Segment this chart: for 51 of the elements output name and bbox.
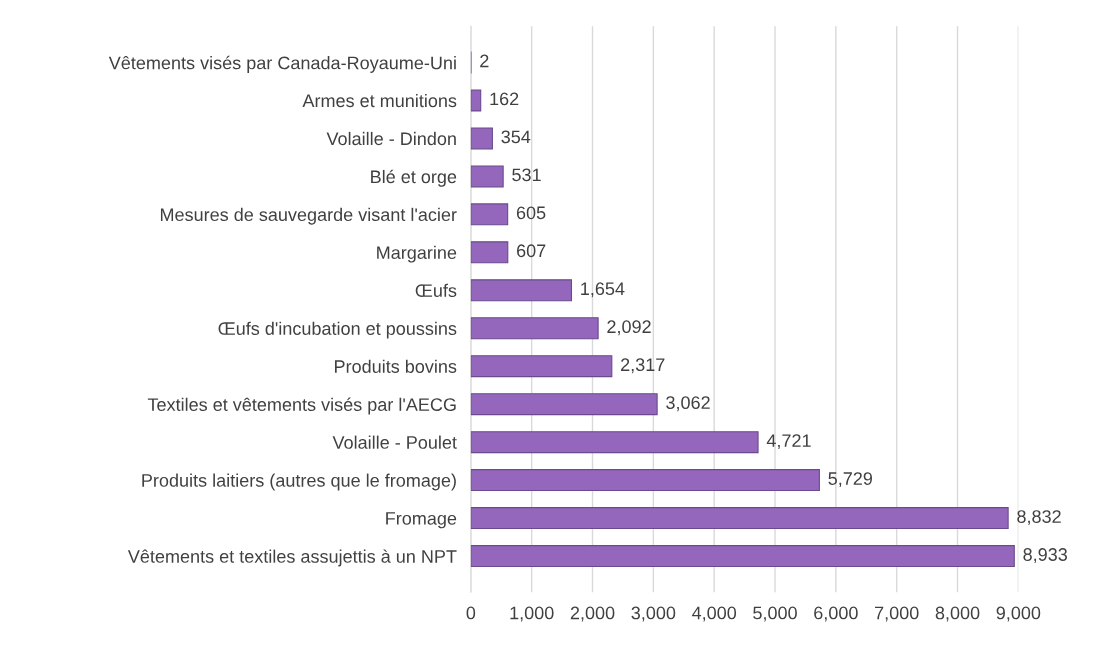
y-tick-label: Vêtements et textiles assujettis à un NPT [127,549,457,567]
x-tick-label: 5,000 [753,606,797,622]
data-label: 8,832 [1017,510,1061,526]
bar [470,89,482,112]
data-label: 354 [501,130,531,144]
bar [470,355,613,378]
data-label: 5,729 [828,472,873,488]
data-label: 8,933 [1023,548,1067,564]
bar [470,431,759,454]
data-label: 2,317 [621,358,665,374]
y-tick-label: Volaille - Poulet [332,435,457,449]
x-tick-label: 7,000 [875,606,919,622]
data-label: 3,062 [666,396,710,412]
y-tick-label: Armes et munitions [302,93,457,108]
bar [470,317,599,340]
data-label: 2 [480,54,489,68]
y-tick-label: Fromage [386,512,457,529]
data-label: 531 [512,168,541,182]
data-label: 162 [490,92,519,106]
data-label: 605 [516,206,546,220]
bar [470,545,1015,568]
x-tick-label: 8,000 [935,606,980,622]
bar [470,241,509,264]
data-label: 4,721 [766,434,811,450]
y-tick-label: Margarine [377,245,457,263]
y-tick-label: Œufs [415,283,457,297]
y-tick-label: Blé et orge [371,169,457,187]
bar [470,203,509,226]
y-tick-label: Produits bovins [335,359,457,373]
bar [470,393,658,416]
bar [470,127,493,150]
bar [470,279,573,302]
x-tick-label: 3,000 [631,606,676,622]
bar [470,507,1009,530]
data-label: 607 [517,244,546,258]
bar [470,165,504,188]
y-tick-label: Textiles et vêtements visés par l'AECG [147,397,456,415]
x-tick-label: 6,000 [814,606,858,622]
y-tick-label: Volaille - Dindon [326,131,456,146]
y-tick-label: Produits laitiers (autres que le fromage) [142,473,456,491]
x-tick-label: 0 [466,606,476,620]
data-label: 1,654 [581,282,625,298]
x-tick-label: 1,000 [510,606,554,622]
x-tick-label: 4,000 [692,606,737,622]
y-tick-label: Œufs d'incubation et poussins [218,321,457,339]
x-tick-label: 9,000 [996,606,1041,622]
x-tick-label: 2,000 [570,606,615,622]
data-label: 2,092 [607,320,651,336]
y-tick-label: Mesures de sauvegarde visant l'acier [160,207,457,225]
y-tick-label: Vêtements visés par Canada-Royaume-Uni [108,55,456,73]
bar [470,469,820,492]
